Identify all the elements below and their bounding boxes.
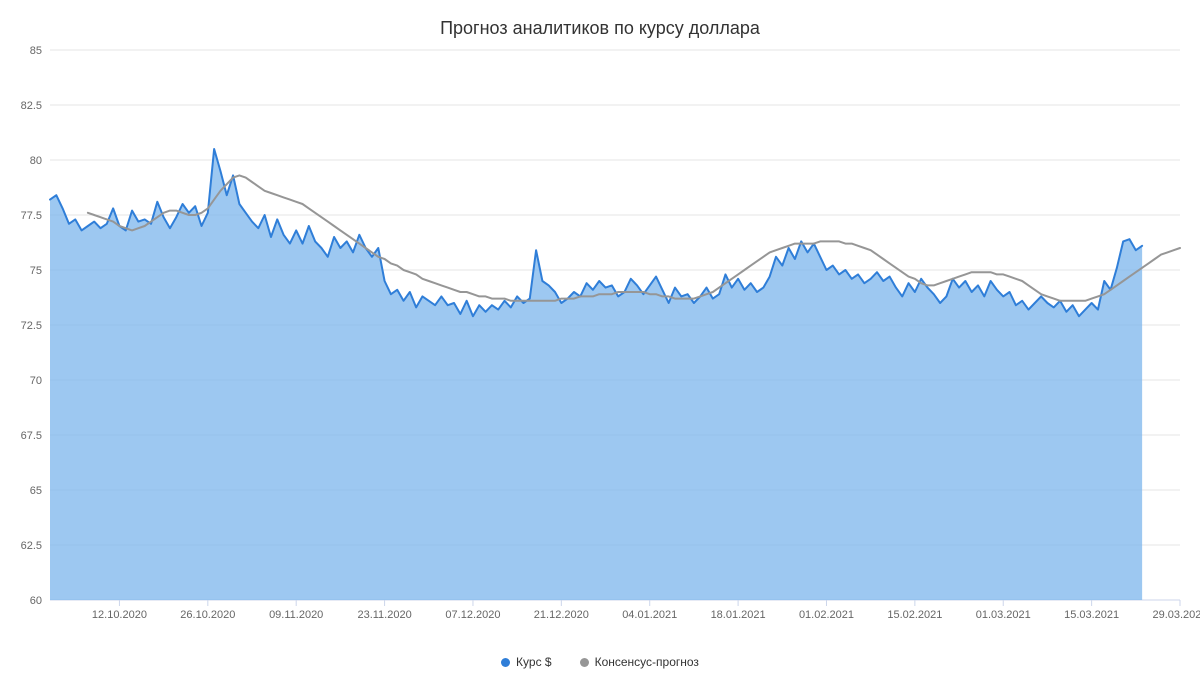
y-tick-label: 85 bbox=[30, 45, 42, 57]
legend-swatch-rate bbox=[501, 658, 510, 667]
y-tick-label: 62.5 bbox=[21, 540, 42, 552]
y-tick-label: 75 bbox=[30, 265, 42, 277]
x-tick-label: 29.03.2021 bbox=[1152, 609, 1200, 621]
legend-item-consensus[interactable]: Консенсус-прогноз bbox=[580, 655, 699, 669]
legend-label-rate: Курс $ bbox=[516, 655, 552, 669]
legend-item-rate[interactable]: Курс $ bbox=[501, 655, 552, 669]
y-tick-label: 60 bbox=[30, 595, 42, 607]
y-tick-label: 67.5 bbox=[21, 430, 42, 442]
chart-title: Прогноз аналитиков по курсу доллара bbox=[0, 18, 1200, 39]
y-tick-label: 77.5 bbox=[21, 210, 42, 222]
x-tick-label: 12.10.2020 bbox=[92, 609, 147, 621]
chart-container: Прогноз аналитиков по курсу доллара 6062… bbox=[0, 0, 1200, 675]
y-tick-label: 70 bbox=[30, 375, 42, 387]
y-tick-label: 82.5 bbox=[21, 100, 42, 112]
x-tick-label: 07.12.2020 bbox=[445, 609, 500, 621]
x-tick-label: 23.11.2020 bbox=[357, 609, 411, 621]
x-tick-label: 18.01.2021 bbox=[711, 609, 766, 621]
plot-area: 6062.56567.57072.57577.58082.58512.10.20… bbox=[50, 50, 1180, 600]
y-tick-label: 80 bbox=[30, 155, 42, 167]
x-tick-label: 21.12.2020 bbox=[534, 609, 589, 621]
y-tick-label: 72.5 bbox=[21, 320, 42, 332]
plot-svg: 6062.56567.57072.57577.58082.58512.10.20… bbox=[50, 50, 1180, 615]
series-area-rate[interactable] bbox=[50, 149, 1142, 600]
x-tick-label: 01.03.2021 bbox=[976, 609, 1031, 621]
legend-swatch-consensus bbox=[580, 658, 589, 667]
x-tick-label: 01.02.2021 bbox=[799, 609, 854, 621]
x-tick-label: 26.10.2020 bbox=[180, 609, 235, 621]
legend: Курс $ Консенсус-прогноз bbox=[0, 655, 1200, 669]
x-tick-label: 04.01.2021 bbox=[622, 609, 677, 621]
y-tick-label: 65 bbox=[30, 485, 42, 497]
x-tick-label: 09.11.2020 bbox=[269, 609, 323, 621]
x-tick-label: 15.03.2021 bbox=[1064, 609, 1119, 621]
x-tick-label: 15.02.2021 bbox=[887, 609, 942, 621]
legend-label-consensus: Консенсус-прогноз bbox=[595, 655, 699, 669]
